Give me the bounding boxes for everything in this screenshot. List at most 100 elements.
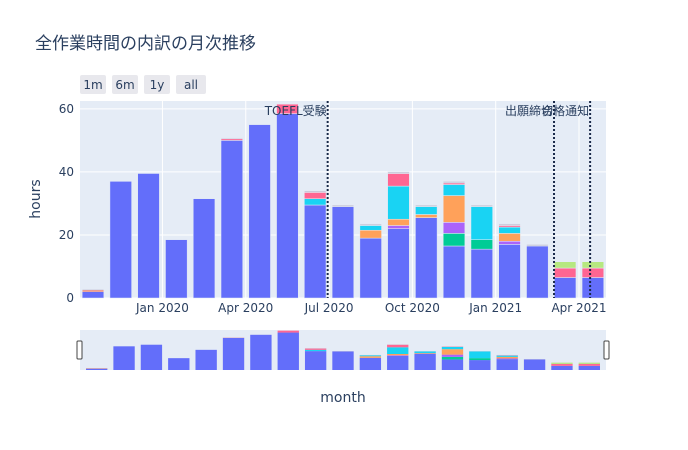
- x-axis-ticks: Jan 2020 Apr 2020 Jul 2020 Oct 2020 Jan 2021…: [135, 301, 607, 315]
- bar-segment: [581, 277, 604, 299]
- rangeslider-bar-segment: [277, 332, 299, 370]
- rangeslider-bar-segment: [113, 346, 135, 370]
- bar-segment: [276, 113, 299, 299]
- bar-segment: [359, 229, 382, 239]
- bar-segment: [526, 245, 549, 299]
- bar-segment: [387, 173, 410, 187]
- bar-segment: [387, 218, 410, 226]
- range-button-label: 1m: [83, 78, 102, 92]
- rangeslider-bar-segment: [304, 348, 327, 350]
- rangeslider-bar-segment: [496, 355, 518, 357]
- range-selector: 1m 6m 1y all: [80, 75, 206, 94]
- rangeslider-bar-segment: [551, 365, 573, 370]
- range-button-label: all: [184, 78, 198, 92]
- bar-segment: [554, 267, 577, 278]
- rangeslider-bar-segment: [222, 338, 245, 370]
- x-tick-label: Apr 2020: [218, 301, 273, 315]
- bar-segment: [331, 204, 355, 207]
- rangeslider-bar-segment: [469, 351, 491, 359]
- bar-segment: [359, 225, 382, 231]
- y-axis-title: hours: [28, 179, 44, 218]
- bar-segment: [137, 173, 160, 299]
- rangeslider-bar-segment: [168, 358, 190, 370]
- rangeslider-bar-segment: [469, 358, 491, 361]
- rangeslider-bar-segment: [496, 358, 518, 360]
- rangeslider-bar-segment: [469, 360, 491, 370]
- rangeslider-bar-segment: [359, 355, 382, 357]
- rangeslider-right-handle[interactable]: [603, 340, 610, 360]
- rangeslider-bar-segment: [414, 351, 436, 354]
- rangeslider-bar-segment: [359, 356, 382, 358]
- bar-segment: [498, 233, 521, 242]
- bar-segment: [81, 291, 105, 299]
- rangeslider-bar-segment: [195, 349, 217, 370]
- event-lines: [326, 101, 592, 298]
- bar-segment: [193, 198, 216, 299]
- bar-segment: [220, 137, 243, 140]
- rangeslider-bar-segment: [441, 359, 464, 370]
- rangeslider-bar-segment: [578, 362, 600, 364]
- bar-segment: [442, 222, 466, 234]
- range-button-1m[interactable]: [80, 75, 106, 94]
- rangeslider-bar-segment: [441, 349, 464, 355]
- bar-segment: [554, 261, 577, 269]
- bar-segment: [387, 185, 410, 220]
- bar-segment: [248, 124, 271, 299]
- range-button-label: 1y: [150, 78, 165, 92]
- bar-segment: [304, 192, 327, 199]
- rangeslider-bar-segment: [441, 354, 464, 357]
- bar-segment: [470, 204, 493, 207]
- bar-segment: [498, 241, 521, 245]
- bar-segment: [581, 261, 604, 269]
- bar-segment: [498, 223, 521, 226]
- bar-segment: [304, 190, 327, 193]
- bar-segment: [498, 226, 521, 234]
- y-tick-label: 20: [59, 228, 74, 242]
- range-button-6m[interactable]: [112, 75, 138, 94]
- x-axis-title: month: [320, 390, 365, 406]
- bar-segment: [442, 195, 466, 223]
- bar-segment: [304, 198, 327, 206]
- bar-segment: [415, 204, 438, 207]
- event-annotation: 合格通知: [541, 103, 589, 118]
- x-tick-label: Jul 2020: [304, 301, 354, 315]
- bar-segment: [442, 181, 466, 184]
- bar-series: [81, 103, 604, 299]
- rangeslider-bar-segment: [496, 359, 518, 370]
- bar-segment: [276, 103, 299, 114]
- rangeslider-bar-segment: [387, 355, 409, 370]
- chart-title: 全作業時間の内訳の月次推移: [35, 34, 256, 54]
- bar-segment: [415, 206, 438, 215]
- bar-segment: [470, 239, 493, 250]
- bar-segment: [442, 184, 466, 196]
- bar-segment: [387, 225, 410, 229]
- event-annotation: TOEFL受験: [264, 103, 327, 118]
- y-tick-label: 60: [59, 102, 74, 116]
- range-button-1y[interactable]: [144, 75, 170, 94]
- x-tick-label: Jan 2020: [135, 301, 189, 315]
- bar-segment: [109, 181, 132, 299]
- y-axis-ticks: 0 20 40 60: [59, 102, 74, 305]
- rangeslider-bar-segment: [441, 356, 464, 360]
- bar-segment: [165, 239, 188, 299]
- bar-segment: [470, 248, 493, 299]
- event-annotation: 出願締切: [505, 103, 553, 118]
- rangeslider-bar-segment: [414, 353, 436, 354]
- bar-segment: [526, 244, 549, 247]
- range-button-all[interactable]: [176, 75, 206, 94]
- rangeslider-bar-segment: [387, 354, 409, 356]
- bar-segment: [470, 206, 493, 240]
- rangeslider-bar-segment: [304, 349, 327, 352]
- rangeslider-bar-segment: [551, 363, 573, 366]
- bar-segment: [442, 233, 466, 247]
- x-tick-label: Apr 2021: [551, 301, 606, 315]
- range-button-label: 6m: [115, 78, 134, 92]
- rangeslider-bar-segment: [523, 359, 546, 370]
- rangeslider-bar-segment: [387, 355, 409, 356]
- rangeslider-bar-segment: [387, 344, 409, 348]
- rangeslider-left-handle[interactable]: [76, 340, 83, 360]
- bar-segment: [387, 171, 410, 174]
- y-tick-label: 0: [66, 291, 74, 305]
